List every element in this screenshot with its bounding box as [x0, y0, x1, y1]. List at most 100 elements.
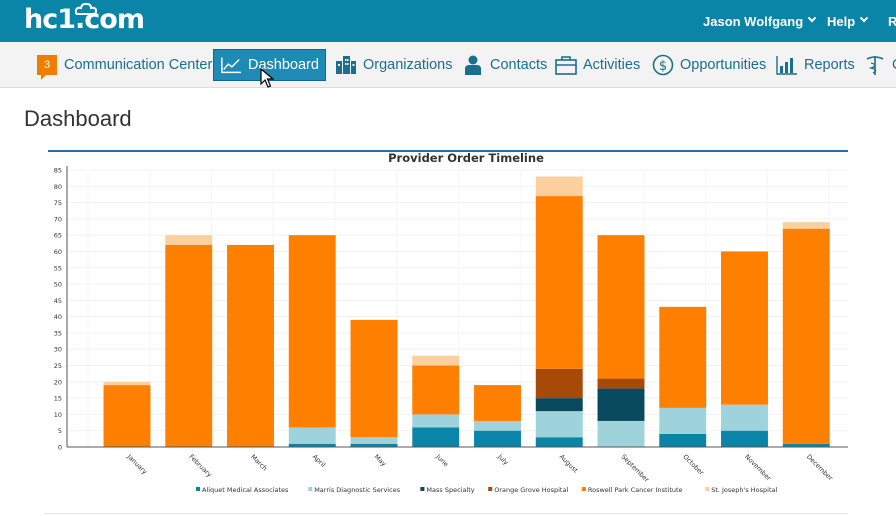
- bar-segment: [103, 381, 151, 386]
- page-title: Dashboard: [24, 106, 132, 131]
- y-tick-label: 15: [54, 395, 62, 403]
- x-tick-label: August: [558, 453, 580, 475]
- chart-svg: Provider Order Timeline 0 5 10 15 20 25 30 35 40…: [54, 151, 848, 494]
- nav-label: Opportunities: [680, 57, 767, 73]
- chart-title: Provider Order Timeline: [388, 151, 544, 165]
- bar-segment: [474, 385, 521, 421]
- bar-segment: [535, 411, 583, 438]
- bar-segment: [474, 430, 521, 447]
- bar-segment: [659, 306, 707, 408]
- chevron-down-icon: [859, 13, 869, 23]
- bar-segment: [659, 433, 707, 447]
- y-tick-label: 70: [54, 215, 62, 223]
- bar-segment: [165, 235, 213, 245]
- legend-swatch: [581, 487, 586, 491]
- chart-bars: [103, 176, 830, 447]
- x-tick-label: June: [434, 452, 450, 468]
- bar-segment: [721, 404, 768, 431]
- y-tick-label: 20: [54, 378, 62, 386]
- legend-swatch: [488, 487, 493, 491]
- nav-activities[interactable]: Activities: [555, 49, 640, 81]
- bar-segment: [350, 437, 398, 444]
- nav-label: Communication Center: [64, 57, 213, 73]
- x-tick-label: March: [249, 453, 269, 473]
- legend-label: Aliquet Medical Associates: [202, 486, 289, 494]
- bottom-divider: [44, 513, 848, 514]
- nav-reports[interactable]: Reports: [776, 49, 855, 81]
- caduceus-icon: [864, 54, 886, 76]
- chevron-down-icon: [807, 13, 817, 23]
- nav-communication-center[interactable]: 3 Communication Center: [36, 49, 212, 81]
- bar-segment: [412, 427, 460, 447]
- bar-segment: [350, 443, 398, 447]
- legend-label: St. Joseph's Hospital: [711, 486, 777, 494]
- top-bar: hc1.com Jason Wolfgang Help R: [0, 0, 896, 42]
- y-tick-label: 0: [58, 444, 62, 452]
- bar-segment: [103, 385, 151, 447]
- bar-segment: [412, 365, 460, 415]
- provider-order-timeline-chart: Provider Order Timeline 0 5 10 15 20 25 30 35 40…: [48, 150, 848, 496]
- bar-segment: [597, 378, 645, 389]
- y-tick-label: 80: [54, 183, 62, 191]
- user-menu[interactable]: Jason Wolfgang: [703, 0, 817, 42]
- x-tick-label: February: [187, 453, 213, 479]
- bar-chart-icon: [776, 54, 798, 76]
- y-tick-label: 60: [54, 248, 62, 256]
- bar-segment: [535, 437, 583, 447]
- help-menu[interactable]: Help: [827, 0, 869, 42]
- y-tick-label: 50: [54, 281, 62, 289]
- y-tick-label: 55: [54, 264, 62, 272]
- buildings-icon: [335, 54, 357, 76]
- logo-text: hc1.com: [24, 4, 145, 35]
- hc1-logo[interactable]: hc1.com: [24, 2, 145, 35]
- nav-clinical[interactable]: C: [864, 49, 896, 81]
- legend-label: Orange Grove Hospital: [494, 486, 568, 494]
- bar-segment: [474, 420, 521, 431]
- extra-menu[interactable]: R: [888, 0, 896, 42]
- bar-segment: [782, 443, 830, 447]
- y-tick-label: 45: [54, 297, 62, 305]
- x-tick-label: September: [620, 453, 651, 484]
- bar-segment: [721, 251, 768, 405]
- briefcase-icon: [555, 54, 577, 76]
- legend-swatch: [420, 487, 425, 491]
- bar-segment: [535, 398, 583, 412]
- main-nav: 3 Communication Center Dashboard Organiz…: [0, 42, 896, 88]
- svg-text:$: $: [659, 59, 667, 74]
- nav-organizations[interactable]: Organizations: [335, 49, 452, 81]
- bar-segment: [597, 388, 645, 421]
- x-tick-label: October: [681, 453, 705, 477]
- nav-contacts[interactable]: Contacts: [462, 49, 547, 81]
- cloud-icon: [75, 2, 97, 15]
- bar-segment: [597, 235, 645, 379]
- speech-badge-icon: 3: [36, 54, 58, 80]
- legend-swatch: [196, 487, 200, 491]
- x-tick-label: December: [805, 453, 835, 483]
- nav-label: Contacts: [490, 57, 548, 73]
- y-tick-label: 30: [54, 346, 62, 354]
- y-tick-label: 40: [54, 313, 62, 321]
- bar-segment: [288, 235, 336, 428]
- bar-segment: [288, 427, 336, 444]
- x-tick-label: May: [373, 453, 388, 468]
- y-tick-label: 85: [54, 167, 62, 175]
- line-chart-icon: [220, 54, 242, 76]
- nav-label: Reports: [804, 57, 855, 73]
- bar-segment: [350, 319, 398, 438]
- bar-segment: [597, 420, 645, 447]
- nav-dashboard[interactable]: Dashboard: [213, 49, 326, 81]
- legend-swatch: [705, 487, 710, 491]
- bar-segment: [165, 244, 213, 447]
- legend-swatch: [308, 487, 313, 491]
- y-tick-label: 35: [54, 329, 62, 337]
- bar-segment: [535, 196, 583, 369]
- nav-label: Organizations: [363, 57, 453, 73]
- chart-top-rule: [48, 150, 848, 152]
- y-tick-label: 65: [54, 232, 62, 240]
- nav-label: C: [892, 57, 896, 73]
- y-tick-label: 25: [54, 362, 62, 370]
- bar-segment: [288, 443, 336, 447]
- x-tick-label: July: [495, 452, 510, 467]
- nav-opportunities[interactable]: $ Opportunities: [652, 49, 766, 81]
- legend-label: Marris Diagnostic Services: [314, 486, 401, 494]
